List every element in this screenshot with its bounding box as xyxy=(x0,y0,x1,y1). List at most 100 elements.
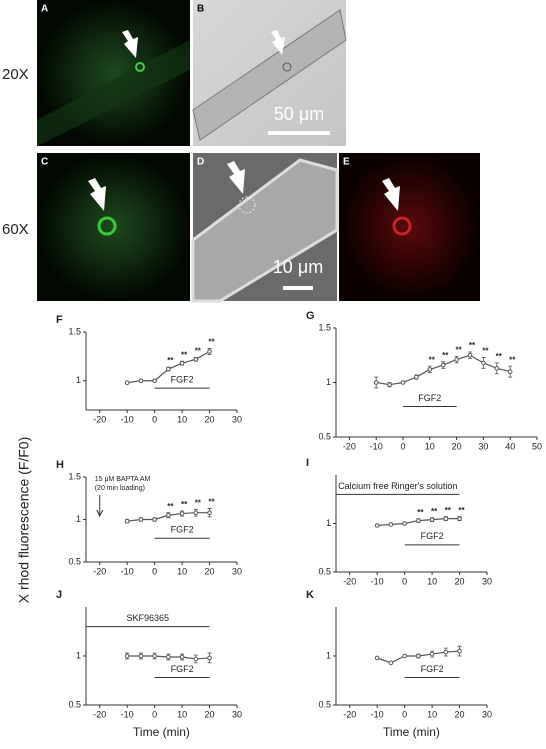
significance: ** xyxy=(482,347,489,356)
x-tick-label: 30 xyxy=(232,709,242,719)
data-point xyxy=(402,521,407,526)
x-tick-label: 0 xyxy=(152,414,157,424)
panel-label: C xyxy=(41,157,48,168)
data-point xyxy=(207,349,212,354)
x-tick-label: -10 xyxy=(121,414,134,424)
panel-label: B xyxy=(197,4,204,15)
x-tick-label: 30 xyxy=(478,441,488,451)
x-tick-label: -20 xyxy=(343,441,356,451)
data-point xyxy=(467,352,473,358)
data-point xyxy=(152,517,157,522)
panel-label: E xyxy=(343,157,350,168)
x-tick-label: 10 xyxy=(425,441,435,451)
data-point xyxy=(193,510,199,516)
data-point xyxy=(387,382,392,387)
x-tick-label: -20 xyxy=(93,566,106,576)
y-tick-label: 0.5 xyxy=(68,556,81,566)
cell xyxy=(392,216,412,236)
panel-label: K xyxy=(306,589,314,601)
x-tick-label: 20 xyxy=(205,414,215,424)
panel-label: I xyxy=(306,457,309,469)
y-axis-label: X rhod fluorescence (F/F0) xyxy=(16,437,32,604)
data-point xyxy=(481,360,486,366)
x-tick-label: 0 xyxy=(152,566,157,576)
data-point xyxy=(207,655,212,661)
arrow-head xyxy=(96,509,104,518)
x-tick-label: 20 xyxy=(205,709,215,719)
significance: ** xyxy=(208,338,215,347)
x-tick-label: 30 xyxy=(232,414,242,424)
significance: ** xyxy=(417,508,424,517)
significance: ** xyxy=(208,498,215,507)
data-point xyxy=(429,651,435,657)
x-tick-label: 20 xyxy=(455,709,465,719)
panel-label: A xyxy=(41,4,48,15)
significance: ** xyxy=(181,350,188,359)
annotation: 15 μM BAPTA AM xyxy=(95,476,151,483)
significance: ** xyxy=(431,507,438,516)
x-tick-label: -20 xyxy=(343,576,356,586)
data-point xyxy=(193,656,199,662)
data-point xyxy=(388,660,394,666)
x-tick-label: 50 xyxy=(532,441,542,451)
x-tick-label: -10 xyxy=(121,709,134,719)
data-point xyxy=(416,518,421,523)
x-tick-label: -20 xyxy=(93,414,106,424)
treatment-label: FGF2 xyxy=(421,664,444,674)
data-point xyxy=(443,516,449,521)
cell xyxy=(238,196,256,214)
y-tick-label: 1 xyxy=(76,375,81,385)
x-tick-label: -10 xyxy=(121,566,134,576)
scale-label: 10 μm xyxy=(273,257,323,277)
y-tick-label: 1 xyxy=(76,650,81,660)
significance: ** xyxy=(469,341,476,350)
significance: ** xyxy=(509,355,516,364)
significance: ** xyxy=(195,346,202,355)
annotation: (20 min loading) xyxy=(95,485,145,492)
data-point xyxy=(440,362,446,368)
x-tick-label: 20 xyxy=(455,576,465,586)
data-point xyxy=(138,378,144,384)
panel-label: D xyxy=(197,157,204,168)
data-point xyxy=(374,655,380,661)
data-point xyxy=(373,380,379,385)
y-tick-label: 1 xyxy=(76,514,81,524)
y-tick-label: 1.5 xyxy=(68,326,81,336)
row-label: 20X xyxy=(2,66,29,83)
x-axis-label: Time (min) xyxy=(383,725,440,739)
significance: ** xyxy=(442,351,449,360)
data-point xyxy=(138,517,144,522)
data-point xyxy=(166,366,171,372)
significance: ** xyxy=(167,356,174,365)
row-label: 60X xyxy=(2,221,29,238)
data-point xyxy=(179,654,185,660)
treatment-label: FGF2 xyxy=(171,664,194,674)
x-tick-label: -10 xyxy=(371,709,384,719)
treatment-label: Calcium free Ringer's solution xyxy=(338,481,457,491)
significance: ** xyxy=(167,502,174,511)
y-tick-label: 0.5 xyxy=(318,431,331,441)
x-tick-label: 30 xyxy=(482,576,492,586)
significance: ** xyxy=(496,352,503,361)
data-point xyxy=(166,654,171,660)
data-point xyxy=(416,653,421,659)
panel-label: F xyxy=(56,314,63,326)
data-point xyxy=(388,522,394,527)
data-point xyxy=(124,380,130,386)
data-point xyxy=(457,648,462,654)
scale-label: 50 μm xyxy=(274,104,324,124)
y-tick-label: 1 xyxy=(326,377,331,387)
y-tick-label: 1.5 xyxy=(318,322,331,332)
data-point xyxy=(374,523,380,528)
x-tick-label: 20 xyxy=(452,441,462,451)
data-point xyxy=(152,653,157,659)
x-tick-label: -10 xyxy=(371,576,384,586)
cell xyxy=(97,216,117,236)
significance: ** xyxy=(429,355,436,364)
data-point xyxy=(414,374,419,380)
data-point xyxy=(138,653,144,659)
x-tick-label: 0 xyxy=(400,441,405,451)
y-tick-label: 1.5 xyxy=(68,471,81,481)
cell xyxy=(282,62,292,72)
x-tick-label: -10 xyxy=(370,441,383,451)
